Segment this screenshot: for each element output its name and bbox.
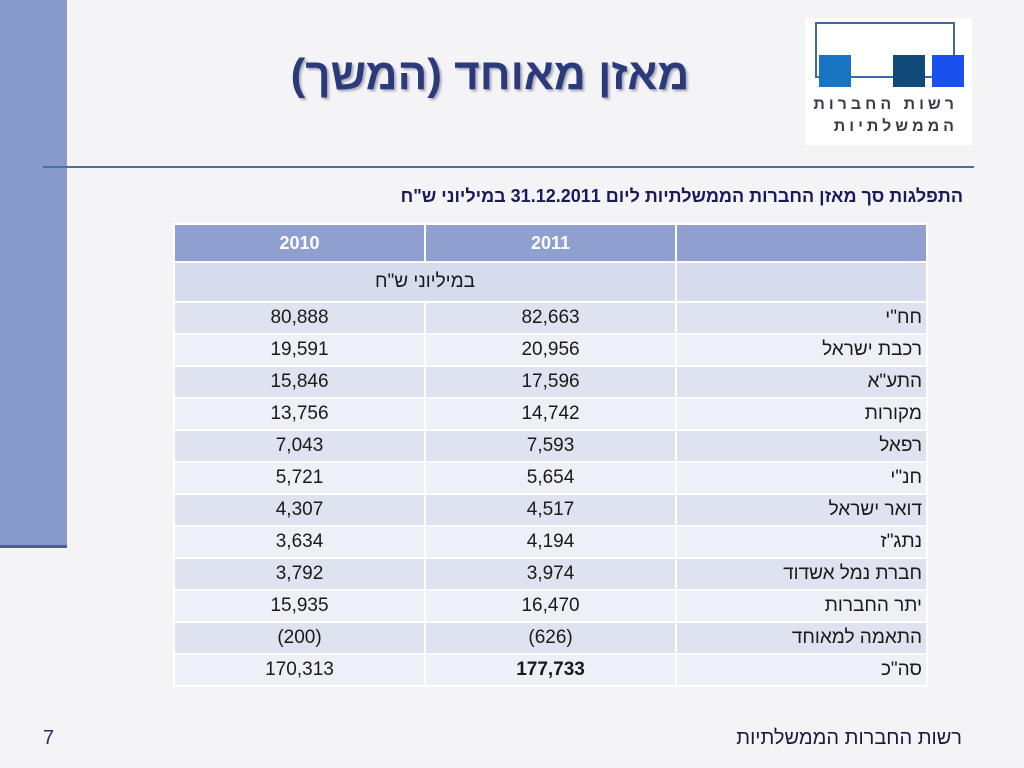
value-2010: 15,935: [172, 589, 427, 623]
authority-logo: רשות החברות הממשלתיות: [805, 18, 972, 145]
value-2011: 3,974: [424, 557, 678, 591]
value-2011: 14,742: [424, 397, 678, 431]
row-label: סה"כ: [675, 653, 928, 687]
table-row: סה"כ 177,733 170,313: [172, 653, 928, 687]
value-2010: 19,591: [172, 333, 427, 367]
table-row: יתר החברות 16,470 15,935: [172, 589, 928, 623]
row-label: חנ"י: [675, 461, 928, 495]
value-2011: 17,596: [424, 365, 678, 399]
value-2011: 7,593: [424, 429, 678, 463]
header-label-cell: [675, 223, 928, 263]
value-2011: 16,470: [424, 589, 678, 623]
value-2010: 80,888: [172, 301, 427, 335]
value-2011: 20,956: [424, 333, 678, 367]
value-2011: 4,194: [424, 525, 678, 559]
value-2010: 170,313: [172, 653, 427, 687]
logo-text-line1: רשות החברות: [813, 96, 958, 113]
value-2010: 7,043: [172, 429, 427, 463]
title-divider: [43, 166, 974, 168]
row-label: רפאל: [675, 429, 928, 463]
table-caption: התפלגות סך מאזן החברות הממשלתיות ליום 31…: [400, 186, 963, 206]
unit-label: במיליוני ש"ח: [172, 261, 678, 303]
header-2010: 2010: [172, 223, 427, 263]
table-header-row: 2011 2010: [172, 223, 928, 263]
value-2011: 4,517: [424, 493, 678, 527]
value-2010: 15,846: [172, 365, 427, 399]
row-label: יתר החברות: [675, 589, 928, 623]
logo-square-dark-blue: [893, 55, 925, 87]
unit-empty-cell: [675, 261, 928, 303]
table-row: רכבת ישראל 20,956 19,591: [172, 333, 928, 367]
table-row: רפאל 7,593 7,043: [172, 429, 928, 463]
value-2010: 13,756: [172, 397, 427, 431]
value-2011: 82,663: [424, 301, 678, 335]
unit-row: במיליוני ש"ח: [172, 261, 928, 303]
logo-square-light-blue: [819, 55, 851, 87]
value-2010: 3,634: [172, 525, 427, 559]
value-2010: 5,721: [172, 461, 427, 495]
row-label: מקורות: [675, 397, 928, 431]
footer-text: רשות החברות הממשלתיות: [736, 727, 962, 749]
value-2011: 177,733: [424, 653, 678, 687]
table-row: חח"י 82,663 80,888: [172, 301, 928, 335]
value-2011: 5,654: [424, 461, 678, 495]
logo-text: רשות החברות הממשלתיות: [808, 94, 958, 138]
left-accent-bar: [0, 0, 67, 545]
table-row: נתג"ז 4,194 3,634: [172, 525, 928, 559]
table-row: התאמה למאוחד (626) (200): [172, 621, 928, 655]
row-label: חברת נמל אשדוד: [675, 557, 928, 591]
row-label: דואר ישראל: [675, 493, 928, 527]
table-row: חנ"י 5,654 5,721: [172, 461, 928, 495]
value-2010: 3,792: [172, 557, 427, 591]
row-label: חח"י: [675, 301, 928, 335]
slide-title: מאזן מאוחד (המשך): [290, 50, 690, 99]
balance-sheet-table: 2011 2010 במיליוני ש"ח חח"י 82,663 80,888 ר…: [172, 223, 928, 687]
page-number: 7: [43, 727, 55, 749]
logo-text-line2: הממשלתיות: [833, 118, 958, 135]
row-label: נתג"ז: [675, 525, 928, 559]
value-2010: 4,307: [172, 493, 427, 527]
value-2010: (200): [172, 621, 427, 655]
logo-frame: [815, 22, 955, 78]
value-2011: (626): [424, 621, 678, 655]
table-row: דואר ישראל 4,517 4,307: [172, 493, 928, 527]
row-label: התע"א: [675, 365, 928, 399]
row-label: התאמה למאוחד: [675, 621, 928, 655]
header-2011: 2011: [424, 223, 678, 263]
logo-square-bright-blue: [932, 55, 964, 87]
left-accent-underline: [0, 545, 67, 548]
table-row: התע"א 17,596 15,846: [172, 365, 928, 399]
table-row: חברת נמל אשדוד 3,974 3,792: [172, 557, 928, 591]
table-row: מקורות 14,742 13,756: [172, 397, 928, 431]
row-label: רכבת ישראל: [675, 333, 928, 367]
